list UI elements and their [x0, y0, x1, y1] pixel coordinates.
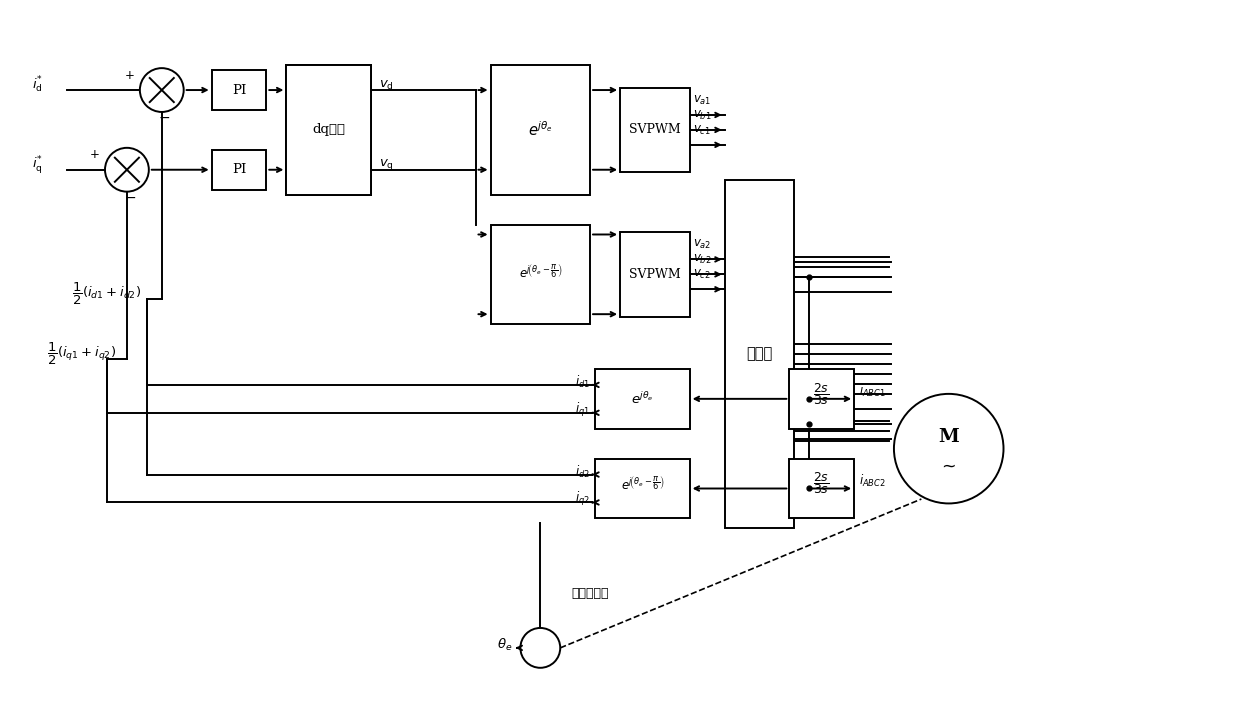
Bar [286, 65, 371, 195]
Text: $v_{a2}$: $v_{a2}$ [693, 238, 712, 252]
Text: PI: PI [232, 83, 247, 96]
Text: −: − [124, 191, 135, 205]
Bar [724, 180, 795, 528]
Text: $i_{d2}$: $i_{d2}$ [575, 464, 590, 480]
Circle shape [105, 148, 149, 192]
Text: M: M [939, 428, 959, 446]
Text: $v_{a1}$: $v_{a1}$ [693, 94, 712, 107]
Bar [491, 65, 590, 195]
Text: $v_{\rm d}$: $v_{\rm d}$ [379, 78, 394, 91]
Text: +: + [91, 148, 100, 161]
Text: $i_{q1}$: $i_{q1}$ [575, 400, 590, 418]
Bar [212, 150, 267, 190]
Text: $\dfrac{2s}{3s}$: $\dfrac{2s}{3s}$ [813, 381, 830, 407]
Text: SVPWM: SVPWM [629, 268, 681, 281]
Bar [620, 88, 689, 173]
Text: $i_{q2}$: $i_{q2}$ [575, 490, 590, 508]
Text: 逆变器: 逆变器 [746, 347, 773, 361]
Text: $i_{\rm q}^{*}$: $i_{\rm q}^{*}$ [32, 154, 43, 175]
Text: +: + [125, 68, 135, 81]
Text: $e^{j\theta_e}$: $e^{j\theta_e}$ [631, 391, 653, 407]
Bar [790, 369, 854, 429]
Circle shape [521, 628, 560, 668]
Text: $e^{j\!\left(\theta_e-\dfrac{\pi}{6}\right)}$: $e^{j\!\left(\theta_e-\dfrac{\pi}{6}\rig… [518, 262, 562, 280]
Text: $v_{\rm q}$: $v_{\rm q}$ [379, 157, 394, 173]
Text: ~: ~ [941, 457, 956, 475]
Text: SVPWM: SVPWM [629, 124, 681, 137]
Bar [790, 459, 854, 518]
Text: $v_{b2}$: $v_{b2}$ [693, 253, 712, 266]
Bar [286, 65, 371, 195]
Text: $v_{b1}$: $v_{b1}$ [693, 109, 712, 122]
Bar [595, 459, 689, 518]
Text: $i_{ABC1}$: $i_{ABC1}$ [859, 383, 885, 399]
Bar [620, 232, 689, 316]
Text: PI: PI [232, 163, 247, 176]
Circle shape [140, 68, 184, 112]
Text: $\dfrac{1}{2}(i_{q1}+i_{q2})$: $\dfrac{1}{2}(i_{q1}+i_{q2})$ [47, 341, 117, 367]
Text: $v_{c1}$: $v_{c1}$ [693, 124, 711, 137]
Text: $\dfrac{1}{2}(i_{d1}+i_{d2})$: $\dfrac{1}{2}(i_{d1}+i_{d2})$ [72, 281, 141, 307]
Text: $i_{ABC2}$: $i_{ABC2}$ [859, 472, 885, 489]
Text: $e^{j\!\left(\theta_e-\dfrac{\pi}{6}\right)}$: $e^{j\!\left(\theta_e-\dfrac{\pi}{6}\rig… [621, 475, 665, 493]
Text: 位置传感器: 位置传感器 [572, 587, 609, 600]
Text: $i_{\rm d}^{*}$: $i_{\rm d}^{*}$ [32, 75, 43, 95]
Text: $i_{d1}$: $i_{d1}$ [575, 374, 590, 390]
Bar [595, 369, 689, 429]
Bar [491, 224, 590, 324]
Text: −: − [159, 111, 171, 125]
Text: $\theta_e$: $\theta_e$ [497, 637, 512, 653]
Text: dq解耦: dq解耦 [312, 124, 345, 137]
Text: $e^{j\theta_e}$: $e^{j\theta_e}$ [528, 121, 553, 139]
Text: $\dfrac{2s}{3s}$: $\dfrac{2s}{3s}$ [813, 470, 830, 497]
Text: $v_{c2}$: $v_{c2}$ [693, 268, 711, 281]
Bar [212, 70, 267, 110]
Circle shape [894, 394, 1003, 503]
